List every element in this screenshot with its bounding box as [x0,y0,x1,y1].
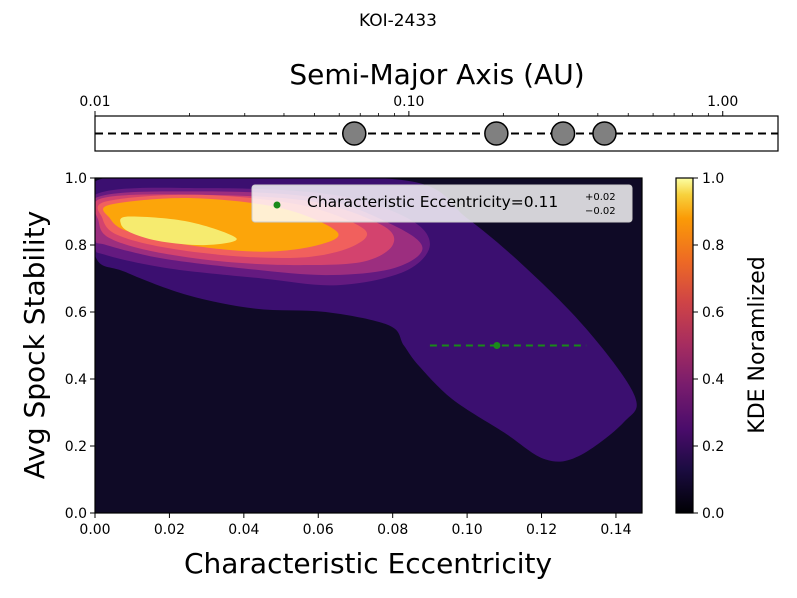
figure-title: KOI-2433 [359,11,437,31]
y-tick-label: 1.0 [65,171,87,187]
colorbar-tick-label: 0.0 [702,506,724,522]
colorbar [675,177,694,514]
kde-x-ticks: 0.00 0.02 0.04 0.06 0.08 0.10 0.12 0.14 [79,513,632,538]
colorbar-ticks: 0.0 0.2 0.4 0.6 0.8 1.0 [693,171,724,522]
orbit-tick-label: 1.00 [707,94,738,110]
x-tick-label: 0.02 [154,522,185,538]
x-tick-label: 0.08 [377,522,408,538]
colorbar-tick-label: 0.6 [702,305,724,321]
x-tick-label: 0.12 [526,522,557,538]
legend-sup: +0.02 [585,192,616,203]
estimate-point [493,342,501,349]
legend-sub: −0.02 [585,206,616,217]
kde-contour-level [120,216,237,246]
colorbar-tick-label: 0.2 [702,439,724,455]
kde-contours [95,178,637,462]
y-tick-label: 0.2 [65,439,87,455]
legend: Characteristic Eccentricity=0.11 +0.02 −… [251,184,633,223]
colorbar-label: KDE Noramlized [745,256,770,433]
x-axis-label: Characteristic Eccentricity [184,547,552,580]
x-tick-label: 0.06 [303,522,334,538]
y-tick-label: 0.8 [65,238,87,254]
y-tick-label: 0.0 [65,506,87,522]
planet-marker [592,121,617,146]
y-tick-label: 0.6 [65,305,87,321]
orbit-planets [342,121,617,146]
colorbar-tick-label: 0.4 [702,372,724,388]
orbit-title: Semi-Major Axis (AU) [289,58,584,91]
legend-marker [273,201,281,209]
planet-marker [342,121,367,146]
x-tick-label: 0.14 [600,522,631,538]
planet-marker [550,121,576,146]
planet-marker [484,121,509,146]
colorbar-tick-label: 1.0 [702,171,724,187]
colorbar-tick-label: 0.8 [702,238,724,254]
y-tick-label: 0.4 [65,372,87,388]
kde-y-ticks: 0.0 0.2 0.4 0.6 0.8 1.0 [65,171,95,522]
x-tick-label: 0.00 [79,522,110,538]
eccentricity-estimate [429,342,587,349]
orbit-ticks: 0.01 0.10 1.00 [79,94,738,116]
x-tick-label: 0.10 [452,522,483,538]
legend-label: Characteristic Eccentricity=0.11 [307,193,558,211]
kde-axes-frame [94,177,643,514]
legend-box [251,184,633,223]
x-tick-label: 0.04 [228,522,259,538]
orbit-tick-label: 0.01 [79,94,110,110]
orbit-tick-label: 0.10 [393,94,424,110]
y-axis-label: Avg Spock Stability [18,211,51,480]
